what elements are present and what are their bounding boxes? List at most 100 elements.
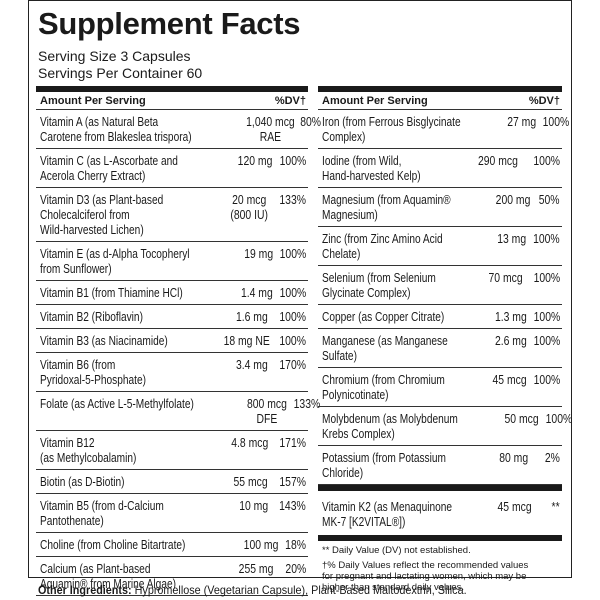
dv-text: 100% bbox=[279, 309, 306, 324]
amount-line: 50 mcg bbox=[504, 411, 539, 426]
nutrient-row: Vitamin B1 (from Thiamine HCl) 1.4 mg 100% bbox=[36, 281, 308, 305]
amount-box: 10 mg bbox=[239, 498, 268, 513]
other-label: Other Ingredients: bbox=[38, 583, 132, 597]
label-border bbox=[28, 0, 572, 578]
amount-box: 4.8 mcg bbox=[231, 435, 268, 450]
name-line: Molybdenum (as Molybdenum bbox=[322, 411, 458, 426]
header-text: Amount Per Serving bbox=[40, 95, 146, 107]
amount-box: 1.4 mg bbox=[241, 285, 273, 300]
name-line: Manganese (as Manganese bbox=[322, 333, 448, 348]
nutrient-name: Iodine (from Wild, Hand-harvested Kelp) bbox=[322, 153, 456, 183]
name-line: Magnesium) bbox=[322, 207, 378, 222]
daily-value: 171% bbox=[268, 435, 306, 450]
amount: 100 mg bbox=[226, 537, 278, 552]
dv-text: 18% bbox=[285, 537, 306, 552]
amount-line: RAE bbox=[260, 129, 282, 144]
nutrient-name: Vitamin B3 (as Niacinamide) bbox=[40, 333, 204, 348]
amount-box: 1.6 mg bbox=[236, 309, 268, 324]
nutrient-row: Copper (as Copper Citrate) 1.3 mg 100% bbox=[318, 305, 562, 329]
dv-text: 100% bbox=[533, 153, 560, 168]
daily-value: 170% bbox=[268, 357, 306, 372]
other-ingredients: Other Ingredients: Hypromellose (Vegetar… bbox=[38, 583, 467, 597]
nutrient-row: Vitamin C (as L-Ascorbate and Acerola Che… bbox=[36, 149, 308, 188]
daily-value: 100% bbox=[268, 309, 306, 324]
amount: 120 mg bbox=[217, 153, 273, 168]
amount: 45 mcg bbox=[479, 372, 527, 387]
dv-text: 100% bbox=[533, 270, 560, 285]
name-line: Copper (as Copper Citrate) bbox=[322, 309, 445, 324]
amount-line: DFE bbox=[256, 411, 278, 426]
name-line: Chromium (from Chromium bbox=[322, 372, 445, 387]
nutrient-row: Vitamin B2 (Riboflavin) 1.6 mg 100% bbox=[36, 305, 308, 329]
name-line: from Sunflower) bbox=[40, 261, 112, 276]
nutrient-name: Iron (from Ferrous Bisglycinate Complex) bbox=[322, 114, 500, 144]
name-line: Magnesium (from Aquamin® bbox=[322, 192, 451, 207]
amount: 3.4 mg bbox=[198, 357, 268, 372]
header-text: %DV† bbox=[528, 95, 560, 107]
amount-box: 18 mg NE bbox=[224, 333, 270, 348]
daily-value: 133% bbox=[268, 192, 306, 207]
nutrient-row: Calcium (as Plant-based Aquamin® from Mar… bbox=[36, 557, 308, 596]
nutrient-name: Copper (as Copper Citrate) bbox=[322, 309, 479, 324]
daily-value: 100% bbox=[273, 153, 306, 168]
daily-value: 100% bbox=[539, 411, 572, 426]
daily-value: 133% bbox=[287, 396, 321, 411]
nutrient-row: Manganese (as Manganese Sulfate) 2.6 mg 100… bbox=[318, 329, 562, 368]
amount: 200 mg bbox=[487, 192, 531, 207]
nutrient-name: Molybdenum (as Molybdenum Krebs Complex) bbox=[322, 411, 496, 441]
amount-line: 80 mg bbox=[499, 450, 529, 465]
dv-text: 157% bbox=[279, 474, 306, 489]
dv-text: 100% bbox=[279, 333, 306, 348]
name-line: Biotin (as D-Biotin) bbox=[40, 474, 125, 489]
name-line: Choline (from Choline Bitartrate) bbox=[40, 537, 186, 552]
dv-text: 100% bbox=[279, 153, 306, 168]
nutrient-row: Biotin (as D-Biotin) 55 mcg 157% bbox=[36, 470, 308, 494]
amount: 80 mg bbox=[481, 450, 528, 465]
header-text: Amount Per Serving bbox=[322, 95, 428, 107]
name-line: Vitamin B2 (Riboflavin) bbox=[40, 309, 143, 324]
name-line: Glycinate Complex) bbox=[322, 285, 411, 300]
name-line: Vitamin B12 bbox=[40, 435, 95, 450]
amount-line: 45 mcg bbox=[492, 372, 527, 387]
nutrient-name: Vitamin B6 (from Pyridoxal-5-Phosphate) bbox=[40, 357, 198, 387]
amount: 18 mg NE bbox=[204, 333, 270, 348]
nutrient-name: Zinc (from Zinc Amino Acid Chelate) bbox=[322, 231, 477, 261]
amount-box: 45 mcg bbox=[497, 499, 531, 514]
amount: 1.3 mg bbox=[479, 309, 527, 324]
dv-text: 100% bbox=[533, 231, 560, 246]
servings-per-container: Servings Per Container 60 bbox=[38, 65, 203, 81]
daily-value: 100% bbox=[527, 333, 560, 348]
dv-text: 100% bbox=[279, 285, 306, 300]
nutrient-row: Vitamin B3 (as Niacinamide) 18 mg NE 100% bbox=[36, 329, 308, 353]
dv-text: 100% bbox=[533, 372, 560, 387]
amount: 1.4 mg bbox=[223, 285, 273, 300]
amount: 19 mg bbox=[232, 246, 273, 261]
name-line: Hand-harvested Kelp) bbox=[322, 168, 421, 183]
amount-line: 290 mcg bbox=[478, 153, 518, 168]
amount-box: 13 mg bbox=[497, 231, 526, 246]
footnote-line: ** Daily Value (DV) not established. bbox=[322, 545, 471, 556]
nutrient-name: Vitamin K2 (as Menaquinone MK-7 [K2VITAL®… bbox=[322, 499, 489, 529]
amount-box: 290 mcg bbox=[478, 153, 518, 168]
dv-text: 170% bbox=[279, 357, 306, 372]
amount-box: 1.3 mg bbox=[495, 309, 527, 324]
daily-value: 20% bbox=[274, 561, 306, 576]
column-header: Amount Per Serving %DV† bbox=[318, 92, 562, 110]
amount-line: 2.6 mg bbox=[494, 333, 527, 348]
daily-value: 2% bbox=[528, 450, 560, 465]
nutrient-row: Zinc (from Zinc Amino Acid Chelate) 13 mg 1… bbox=[318, 227, 562, 266]
nutrient-row: Vitamin A (as Natural Beta Carotene from … bbox=[36, 110, 321, 149]
nutrient-name: Manganese (as Manganese Sulfate) bbox=[322, 333, 483, 363]
name-line: Acerola Cherry Extract) bbox=[40, 168, 146, 183]
amount-line: 10 mg bbox=[239, 498, 269, 513]
name-line: Vitamin E (as d-Alpha Tocopheryl bbox=[40, 246, 190, 261]
name-line: Complex) bbox=[322, 129, 366, 144]
amount: 45 mcg bbox=[489, 499, 531, 514]
amount-line: 4.8 mcg bbox=[231, 435, 268, 450]
amount: 55 mcg bbox=[198, 474, 268, 489]
nutrient-name: Magnesium (from Aquamin® Magnesium) bbox=[322, 192, 487, 222]
amount-line: 120 mg bbox=[238, 153, 273, 168]
amount: 20 mcg (800 IU) bbox=[198, 192, 268, 222]
name-line: Krebs Complex) bbox=[322, 426, 395, 441]
daily-value: 100% bbox=[536, 114, 570, 129]
